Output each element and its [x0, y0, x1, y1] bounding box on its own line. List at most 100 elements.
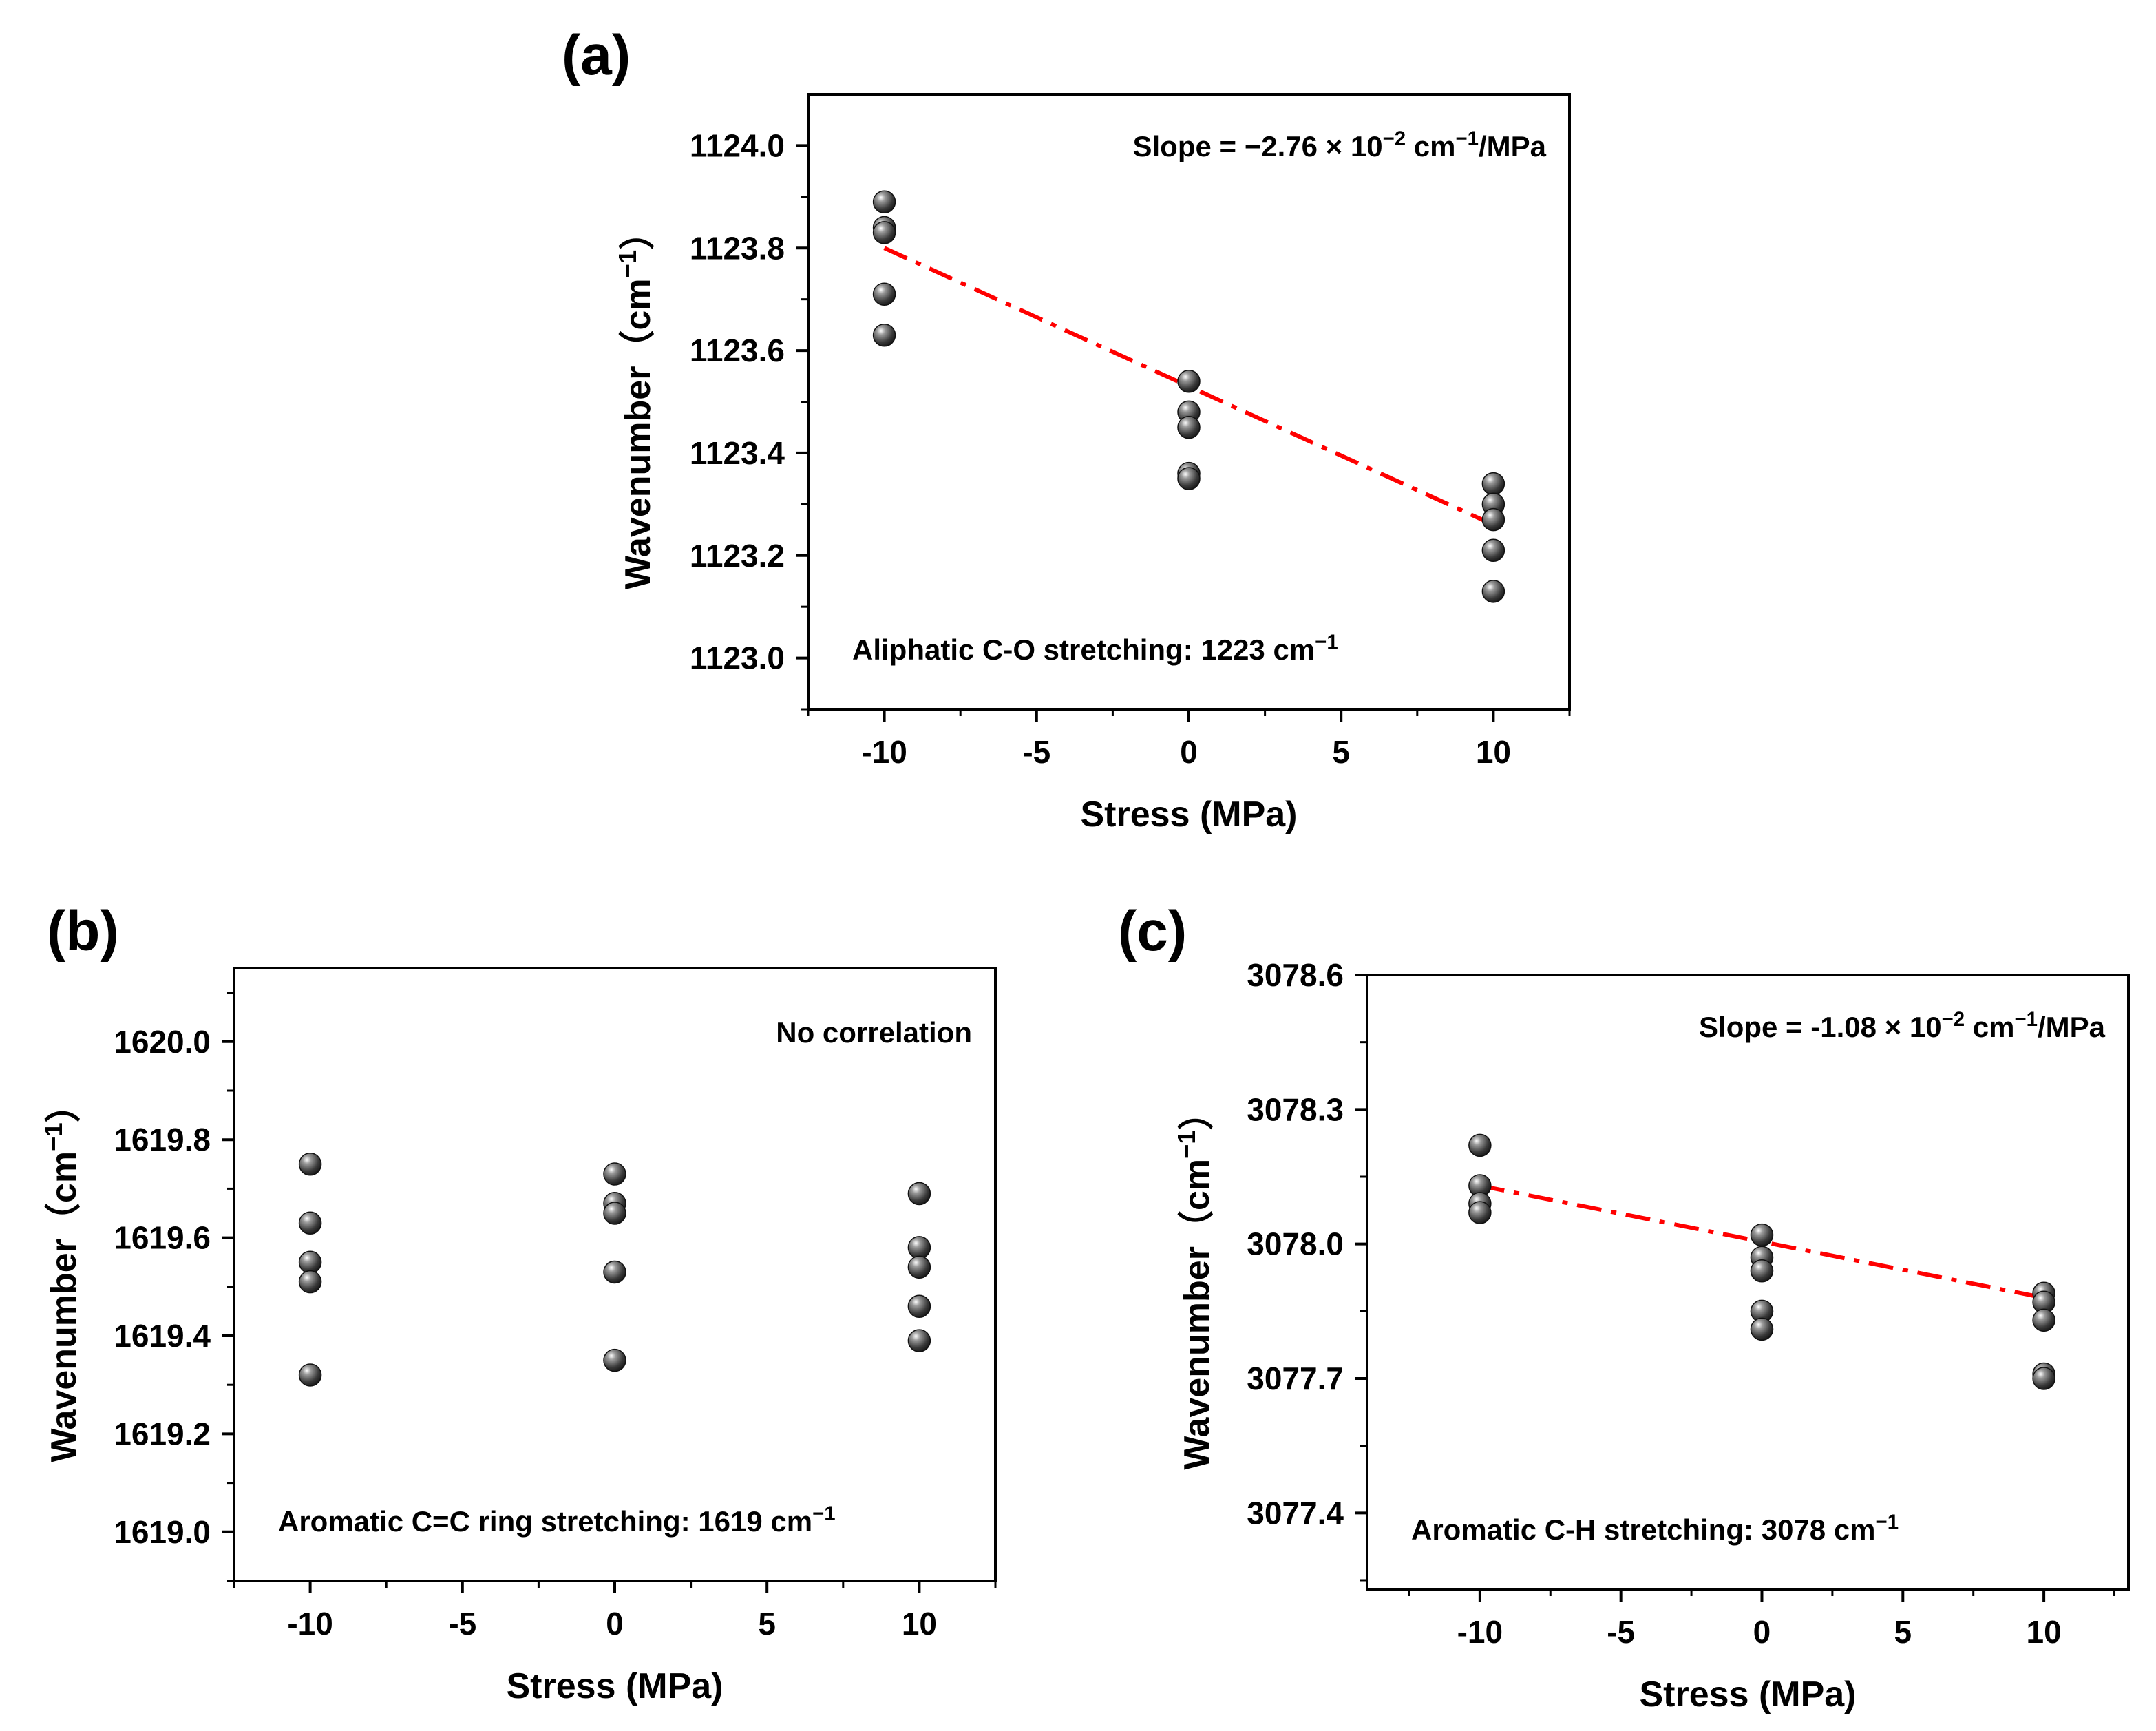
data-point [1468, 1133, 1492, 1157]
x-tick-label: 10 [1476, 734, 1511, 770]
annotation-text: Aromatic C=C ring stretching: 1619 cm [278, 1505, 812, 1538]
data-point [872, 282, 896, 306]
y-tick-label: 1123.8 [690, 230, 785, 266]
annotation-bottom: Aromatic C=C ring stretching: 1619 cm−1 [278, 1502, 836, 1538]
annotation-sup: −2 [1383, 127, 1406, 150]
annotation-top: Slope = −2.76 × 10−2 cm−1/MPa [1132, 127, 1546, 163]
y-axis-label-text: Wavenumber（cm [44, 1151, 84, 1462]
x-tick-label: -5 [1607, 1614, 1635, 1650]
x-tick-label: -10 [1457, 1614, 1503, 1650]
annotation-text: cm [1965, 1011, 2014, 1043]
plot-frame [1366, 974, 2130, 1591]
y-axis-label-sup: −1 [613, 250, 642, 279]
data-point [1468, 1201, 1492, 1224]
y-tick-label: 1619.0 [114, 1514, 211, 1550]
y-tick-label: 3078.0 [1247, 1226, 1344, 1262]
x-tick-label: 0 [606, 1606, 624, 1641]
x-tick-label: 5 [1894, 1614, 1912, 1650]
annotation-sup: −1 [812, 1502, 836, 1525]
y-axis-label-close: ） [1177, 1094, 1217, 1130]
y-tick-label: 3078.6 [1247, 957, 1344, 993]
y-tick-label: 1123.0 [690, 640, 785, 676]
data-point [1481, 580, 1505, 603]
y-axis-label-text: Wavenumber（cm [618, 278, 658, 589]
y-axis-label: Wavenumber（cm−1） [1172, 1094, 1218, 1469]
x-tick-label: 0 [1180, 734, 1198, 770]
x-tick-label: -10 [287, 1606, 332, 1641]
data-point [907, 1329, 931, 1352]
data-point [872, 324, 896, 347]
data-point [1481, 507, 1505, 532]
annotation-text: No correlation [776, 1016, 972, 1049]
annotation-sup: −1 [1315, 631, 1338, 653]
x-axis-label: Stress (MPa) [1081, 795, 1298, 835]
panel-c: (c) -10 -5 0 5 10 3077.4 3077.7 3078.0 3078.3 3078… [1118, 900, 2130, 1714]
data-point [298, 1270, 322, 1294]
data-point [298, 1363, 322, 1387]
data-point [1177, 415, 1201, 439]
y-tick-label: 3077.7 [1247, 1361, 1344, 1396]
y-tick-label: 1124.0 [690, 127, 785, 163]
y-tick-label: 1620.0 [114, 1024, 211, 1060]
data-point [907, 1255, 931, 1279]
data-point [1750, 1259, 1774, 1283]
panel-label: (b) [47, 900, 119, 963]
annotation-top: Slope = -1.08 × 10−2 cm−1/MPa [1699, 1008, 2106, 1044]
data-point [298, 1211, 322, 1235]
x-tick-label: 5 [758, 1606, 776, 1641]
x-axis-label: Stress (MPa) [507, 1666, 723, 1706]
y-axis-label-sup: −1 [39, 1122, 67, 1151]
annotation-sup: −1 [2014, 1008, 2038, 1031]
y-tick-label: 1123.6 [690, 333, 785, 368]
data-point [603, 1260, 626, 1284]
annotation-bottom: Aliphatic C-O stretching: 1223 cm−1 [852, 631, 1338, 667]
y-tick-label: 1619.8 [114, 1122, 211, 1157]
data-point [603, 1162, 626, 1186]
y-axis-label-text: Wavenumber（cm [1177, 1159, 1217, 1470]
y-tick-label: 3078.3 [1247, 1091, 1344, 1127]
data-point [872, 221, 896, 244]
data-point [298, 1250, 322, 1274]
data-point [1750, 1317, 1774, 1341]
y-axis-label: Wavenumber（cm−1） [39, 1087, 85, 1462]
annotation-top: No correlation [776, 1016, 972, 1049]
x-tick-label: 5 [1332, 734, 1350, 770]
y-tick-label: 1619.2 [114, 1416, 211, 1451]
annotation-text: Slope = −2.76 × 10 [1132, 130, 1382, 162]
annotation-text: Aromatic C-H stretching: 3078 cm [1411, 1513, 1876, 1546]
data-point [907, 1236, 931, 1259]
y-axis-label-close: ） [44, 1087, 84, 1122]
data-point [1750, 1223, 1774, 1247]
data-point [907, 1294, 931, 1319]
x-tick-label: -5 [448, 1606, 476, 1641]
annotation-text: /MPa [2038, 1011, 2106, 1043]
y-axis-label: Wavenumber（cm−1） [613, 214, 659, 589]
x-tick-label: 10 [2027, 1614, 2062, 1650]
panel-b: (b) -10 -5 0 5 10 1619.0 1619.2 1619.4 1619.6 1619… [39, 900, 997, 1706]
x-tick-label: -5 [1022, 734, 1050, 770]
x-tick-label: -10 [861, 734, 907, 770]
annotation-bottom: Aromatic C-H stretching: 3078 cm−1 [1411, 1511, 1899, 1546]
y-tick-label: 1619.4 [114, 1318, 211, 1354]
data-point [907, 1182, 931, 1206]
annotation-sup: −1 [1876, 1511, 1899, 1533]
panel-label: (c) [1118, 900, 1187, 963]
data-point [298, 1153, 322, 1176]
y-tick-label: 1123.2 [690, 538, 785, 574]
y-tick-label: 1123.4 [690, 435, 785, 471]
annotation-text: /MPa [1479, 130, 1547, 162]
data-point [872, 190, 896, 214]
data-point [1481, 472, 1505, 496]
data-point [1177, 369, 1201, 393]
data-point [2032, 1367, 2055, 1390]
annotation-sup: −2 [1942, 1008, 1965, 1031]
annotation-sup: −1 [1455, 127, 1479, 150]
annotation-text: cm [1406, 130, 1455, 162]
x-axis-label: Stress (MPa) [1640, 1675, 1857, 1714]
panel-a: (a) -10 -5 0 5 10 1123.0 1123.2 1123.4 1123.6 1123… [562, 24, 1571, 835]
y-axis-label-close: ） [618, 214, 658, 250]
data-point [603, 1202, 626, 1225]
y-tick-label: 1619.6 [114, 1220, 211, 1256]
annotation-text: Aliphatic C-O stretching: 1223 cm [852, 633, 1315, 666]
